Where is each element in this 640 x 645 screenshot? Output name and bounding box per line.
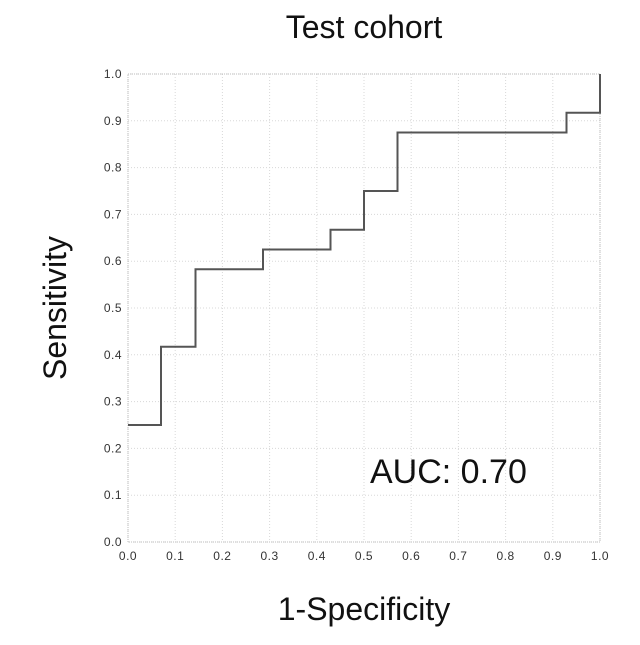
x-tick-label: 0.9 bbox=[544, 549, 562, 563]
y-tick-label: 1.0 bbox=[104, 67, 122, 81]
y-tick-label: 0.5 bbox=[104, 301, 122, 315]
series-layer bbox=[128, 74, 600, 425]
roc-curve-line bbox=[128, 74, 600, 425]
y-tick-label: 0.0 bbox=[104, 535, 122, 549]
chart-title: Test cohort bbox=[286, 9, 443, 45]
y-tick-label: 0.8 bbox=[104, 161, 122, 175]
x-tick-label: 0.4 bbox=[308, 549, 326, 563]
y-tick-label: 0.7 bbox=[104, 207, 122, 221]
x-tick-label: 0.5 bbox=[355, 549, 373, 563]
y-tick-label: 0.1 bbox=[104, 488, 122, 502]
x-tick-labels: 0.0 0.1 0.2 0.3 0.4 0.5 0.6 0.7 0.8 0.9 1.0 bbox=[119, 549, 609, 563]
grid-lines bbox=[128, 74, 600, 542]
x-tick-label: 0.6 bbox=[402, 549, 420, 563]
y-tick-label: 0.2 bbox=[104, 441, 122, 455]
y-axis-label: Sensitivity bbox=[37, 236, 73, 380]
x-tick-label: 0.7 bbox=[449, 549, 467, 563]
auc-annotation: AUC: 0.70 bbox=[370, 453, 527, 491]
x-tick-label: 0.2 bbox=[213, 549, 231, 563]
x-tick-label: 0.1 bbox=[166, 549, 184, 563]
x-axis-label: 1-Specificity bbox=[278, 591, 451, 627]
x-tick-label: 1.0 bbox=[591, 549, 609, 563]
x-tick-label: 0.8 bbox=[497, 549, 515, 563]
x-tick-label: 0.3 bbox=[261, 549, 279, 563]
y-tick-labels: 0.0 0.1 0.2 0.3 0.4 0.5 0.6 0.7 0.8 0.9 1.0 bbox=[104, 67, 122, 549]
y-tick-label: 0.9 bbox=[104, 114, 122, 128]
y-tick-label: 0.6 bbox=[104, 254, 122, 268]
y-tick-label: 0.4 bbox=[104, 348, 122, 362]
y-tick-label: 0.3 bbox=[104, 395, 122, 409]
x-tick-label: 0.0 bbox=[119, 549, 137, 563]
